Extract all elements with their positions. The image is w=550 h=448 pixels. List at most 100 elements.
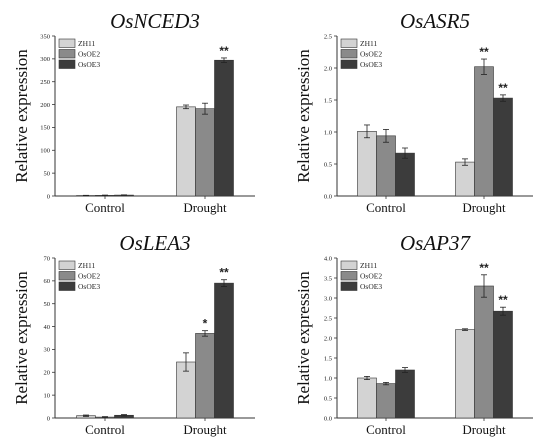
y-tick-label: 40 — [44, 324, 51, 331]
bar-zh11-drought — [455, 329, 475, 419]
y-tick-label: 0.5 — [324, 161, 332, 168]
y-tick-label: 50 — [44, 170, 51, 177]
y-axis-label: Relative expression — [294, 271, 313, 405]
legend-label: OsOE2 — [78, 272, 100, 281]
legend-swatch-osoe2 — [58, 49, 76, 59]
chart-panel-2: OsASR5 Relative expression 0.0 0.5 1.0 1.5 2.0… — [294, 9, 533, 215]
bar-zh11-control — [357, 377, 377, 419]
y-tick-label: 0 — [47, 193, 50, 200]
y-tick-label: 0.0 — [324, 193, 332, 200]
chart-panel-4: OsAP37 Relative expression 0.0 0.5 1.0 1.5 2.0… — [294, 231, 533, 437]
y-tick-label: 300 — [40, 56, 50, 63]
y-axis-label: Relative expression — [294, 49, 313, 183]
legend-swatch-osoe2 — [58, 271, 76, 281]
legend-label: OsOE3 — [360, 60, 382, 69]
chart-title: OsLEA3 — [119, 231, 190, 255]
legend-swatch-osoe3 — [58, 59, 76, 69]
bar-osoe2-control — [376, 135, 396, 197]
legend-label: OsOE3 — [78, 60, 100, 69]
legend-swatch-osoe3 — [340, 59, 358, 69]
y-tick-label: 3.0 — [324, 295, 332, 302]
y-tick-label: 350 — [40, 33, 50, 40]
bar-osoe2-drought — [195, 333, 215, 419]
y-tick-label: 2.5 — [324, 33, 332, 40]
bar-osoe3-drought — [214, 59, 234, 197]
legend-swatch-osoe3 — [340, 281, 358, 291]
y-tick-label: 100 — [40, 148, 50, 155]
legend-label: OsOE3 — [360, 282, 382, 291]
bar-zh11-drought — [176, 106, 196, 197]
bar-osoe2-drought — [195, 108, 215, 197]
x-category-label: Drought — [183, 200, 227, 215]
legend-swatch-osoe2 — [340, 271, 358, 281]
chart-panel-1: OsNCED3 Relative expression 0 50 100 150 200 25… — [12, 9, 255, 215]
y-tick-label: 50 — [44, 301, 51, 308]
x-category-label: Control — [85, 422, 125, 437]
significance-mark: ** — [498, 293, 508, 307]
y-tick-label: 60 — [44, 278, 51, 285]
bar-osoe3-control — [395, 152, 415, 197]
x-category-label: Control — [85, 200, 125, 215]
y-tick-label: 0.5 — [324, 395, 332, 402]
y-tick-label: 2.0 — [324, 335, 332, 342]
bar-osoe3-drought — [214, 282, 234, 419]
y-tick-label: 150 — [40, 125, 50, 132]
y-tick-label: 250 — [40, 79, 50, 86]
significance-mark: ** — [219, 266, 229, 280]
x-category-label: Drought — [183, 422, 227, 437]
y-tick-label: 200 — [40, 102, 50, 109]
bar-zh11-control — [357, 131, 377, 197]
legend-label: ZH11 — [360, 39, 377, 48]
legend-label: OsOE2 — [360, 272, 382, 281]
legend-label: OsOE2 — [360, 50, 382, 59]
legend-swatch-osoe2 — [340, 49, 358, 59]
bar-osoe2-control — [376, 383, 396, 419]
legend-label: OsOE3 — [78, 282, 100, 291]
y-tick-label: 2.5 — [324, 315, 332, 322]
y-tick-label: 1.5 — [324, 355, 332, 362]
legend-label: ZH11 — [360, 261, 377, 270]
legend-swatch-zh11 — [340, 38, 358, 48]
y-tick-label: 1.5 — [324, 97, 332, 104]
y-tick-label: 10 — [44, 392, 51, 399]
legend-label: OsOE2 — [78, 50, 100, 59]
y-axis-label: Relative expression — [12, 49, 31, 183]
y-tick-label: 70 — [44, 255, 51, 262]
chart-title: OsASR5 — [400, 9, 470, 33]
significance-mark: * — [203, 317, 208, 331]
y-tick-label: 1.0 — [324, 375, 332, 382]
y-axis-label: Relative expression — [12, 271, 31, 405]
y-tick-label: 0 — [47, 415, 50, 422]
bar-osoe3-drought — [493, 310, 513, 419]
y-tick-label: 1.0 — [324, 129, 332, 136]
significance-mark: ** — [498, 81, 508, 95]
bar-zh11-drought — [455, 161, 475, 197]
chart-panel-3: OsLEA3 Relative expression 0 10 20 30 40 50 60 70… — [12, 231, 255, 437]
bar-osoe3-control — [395, 369, 415, 419]
legend-label: ZH11 — [78, 261, 95, 270]
significance-mark: ** — [479, 45, 489, 59]
x-category-label: Control — [366, 200, 406, 215]
legend-swatch-zh11 — [58, 38, 76, 48]
x-category-label: Drought — [462, 422, 506, 437]
bar-osoe2-drought — [474, 66, 494, 197]
y-tick-label: 2.0 — [324, 65, 332, 72]
x-category-label: Drought — [462, 200, 506, 215]
x-category-label: Control — [366, 422, 406, 437]
y-tick-label: 4.0 — [324, 255, 332, 262]
legend-swatch-zh11 — [340, 260, 358, 270]
bar-osoe3-drought — [493, 97, 513, 197]
legend-swatch-osoe3 — [58, 281, 76, 291]
chart-title: OsNCED3 — [110, 9, 200, 33]
y-tick-label: 3.5 — [324, 275, 332, 282]
y-tick-label: 30 — [44, 347, 51, 354]
legend-label: ZH11 — [78, 39, 95, 48]
legend-swatch-zh11 — [58, 260, 76, 270]
y-tick-label: 0.0 — [324, 415, 332, 422]
bar-osoe2-drought — [474, 285, 494, 419]
chart-title: OsAP37 — [400, 231, 471, 255]
y-tick-label: 20 — [44, 370, 51, 377]
significance-mark: ** — [219, 44, 229, 58]
significance-mark: ** — [479, 261, 489, 275]
